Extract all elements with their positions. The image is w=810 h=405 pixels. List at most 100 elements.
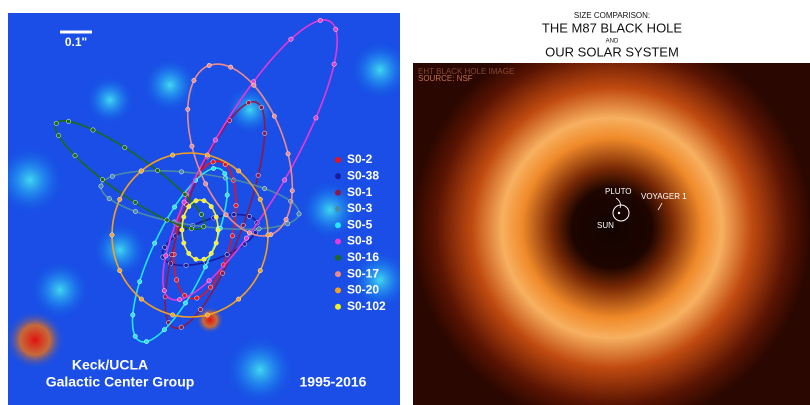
orbit-point xyxy=(178,297,182,301)
orbit-image: 0.1" S0-2S0-38S0-1S0-3S0-5S0-8S0-16S0-17… xyxy=(0,1,410,405)
title: SIZE COMPARISON: xyxy=(574,11,650,20)
orbit-point xyxy=(73,153,77,157)
orbit-point xyxy=(186,107,190,111)
legend-marker xyxy=(335,173,341,179)
title: OUR SOLAR SYSTEM xyxy=(545,44,679,59)
orbit-point xyxy=(257,227,261,231)
legend-marker xyxy=(335,239,341,245)
orbit-point xyxy=(223,171,227,175)
orbit-point xyxy=(179,325,183,329)
orbit-point xyxy=(187,251,191,255)
credit: Keck/UCLA xyxy=(72,357,148,373)
orbit-point xyxy=(202,224,206,228)
orbit-point xyxy=(162,327,166,331)
orbit-point xyxy=(334,27,338,31)
page: 0.1" S0-2S0-38S0-1S0-3S0-5S0-8S0-16S0-17… xyxy=(0,0,810,405)
orbit-point xyxy=(247,101,251,105)
legend-label: S0-16 xyxy=(347,250,379,264)
orbit-point xyxy=(162,288,166,292)
legend-marker xyxy=(335,206,341,212)
black-hole-image xyxy=(413,63,810,405)
orbit-point xyxy=(332,62,336,66)
orbit-point xyxy=(225,252,229,256)
orbit-point xyxy=(236,297,240,301)
legend-marker xyxy=(335,304,341,310)
orbit-point xyxy=(131,313,135,317)
scale-label: 0.1" xyxy=(65,35,87,49)
orbit-point xyxy=(207,279,211,283)
orbit-point xyxy=(209,204,213,208)
orbit-point xyxy=(182,215,186,219)
orbit-point xyxy=(118,268,122,272)
legend-label: S0-3 xyxy=(347,201,373,215)
orbit-point xyxy=(170,252,174,256)
orbit-point xyxy=(194,199,198,203)
orbit-point xyxy=(170,313,174,317)
orbit-point xyxy=(100,177,104,181)
orbit-point xyxy=(179,170,183,174)
credit: Galactic Center Group xyxy=(46,374,195,390)
orbit-point xyxy=(56,133,60,137)
orbit-point xyxy=(189,226,193,230)
orbit-point xyxy=(174,278,178,282)
orbit-point xyxy=(216,228,220,232)
orbit-point xyxy=(165,218,169,222)
orbit-point xyxy=(202,199,206,203)
orbit-point xyxy=(207,63,211,67)
orbit-point xyxy=(290,188,294,192)
orbit-point xyxy=(170,153,174,157)
orbit-point xyxy=(184,263,188,267)
legend-label: S0-8 xyxy=(347,234,373,248)
orbit-point xyxy=(202,257,206,261)
orbit-point xyxy=(236,169,240,173)
orbit-point xyxy=(99,184,103,188)
years: 1995-2016 xyxy=(300,374,367,390)
orbit-point xyxy=(234,203,238,207)
orbit-point xyxy=(289,37,293,41)
legend-label: S0-38 xyxy=(347,168,379,182)
orbit-point xyxy=(183,301,187,305)
orbit-point xyxy=(211,166,215,170)
title: THE M87 BLACK HOLE xyxy=(542,20,682,35)
legend-marker xyxy=(335,190,341,196)
legend-label: S0-20 xyxy=(347,283,379,297)
legend-marker xyxy=(335,222,341,228)
pluto-label: PLUTO xyxy=(605,187,632,196)
orbit-point xyxy=(123,145,127,149)
orbit-point xyxy=(247,231,251,235)
orbit-point xyxy=(190,144,194,148)
orbit-point xyxy=(192,78,196,82)
orbit-point xyxy=(110,233,114,237)
sun xyxy=(618,212,620,214)
orbit-point xyxy=(183,192,187,196)
voyager-label: VOYAGER 1 xyxy=(641,192,687,201)
orbit-point xyxy=(247,214,251,218)
orbit-point xyxy=(138,279,142,283)
orbit-point xyxy=(133,334,137,338)
orbit-point xyxy=(199,212,203,216)
orbit-point xyxy=(241,223,245,227)
legend-label: S0-5 xyxy=(347,217,373,231)
orbit-point xyxy=(224,213,228,217)
composite: 0.1" S0-2S0-38S0-1S0-3S0-5S0-8S0-16S0-17… xyxy=(0,0,810,405)
orbit-point xyxy=(118,197,122,201)
orbit-point xyxy=(107,196,111,200)
orbit-point xyxy=(286,152,290,156)
orbit-point xyxy=(187,204,191,208)
orbit-point xyxy=(208,285,212,289)
orbit-point xyxy=(66,119,70,123)
orbit-point xyxy=(203,265,207,269)
orbit-point xyxy=(314,116,318,120)
legend-marker xyxy=(335,157,341,163)
orbit-point xyxy=(54,121,58,125)
orbit-point xyxy=(163,245,167,249)
legend-label: S0-17 xyxy=(347,266,379,280)
orbit-point xyxy=(144,339,148,343)
orbit-point xyxy=(91,128,95,132)
orbit-point xyxy=(232,212,236,216)
orbit-point xyxy=(259,105,263,109)
orbit-point xyxy=(252,83,256,87)
orbit-point xyxy=(139,297,143,301)
orbit-point xyxy=(164,254,168,258)
orbit-point xyxy=(205,153,209,157)
